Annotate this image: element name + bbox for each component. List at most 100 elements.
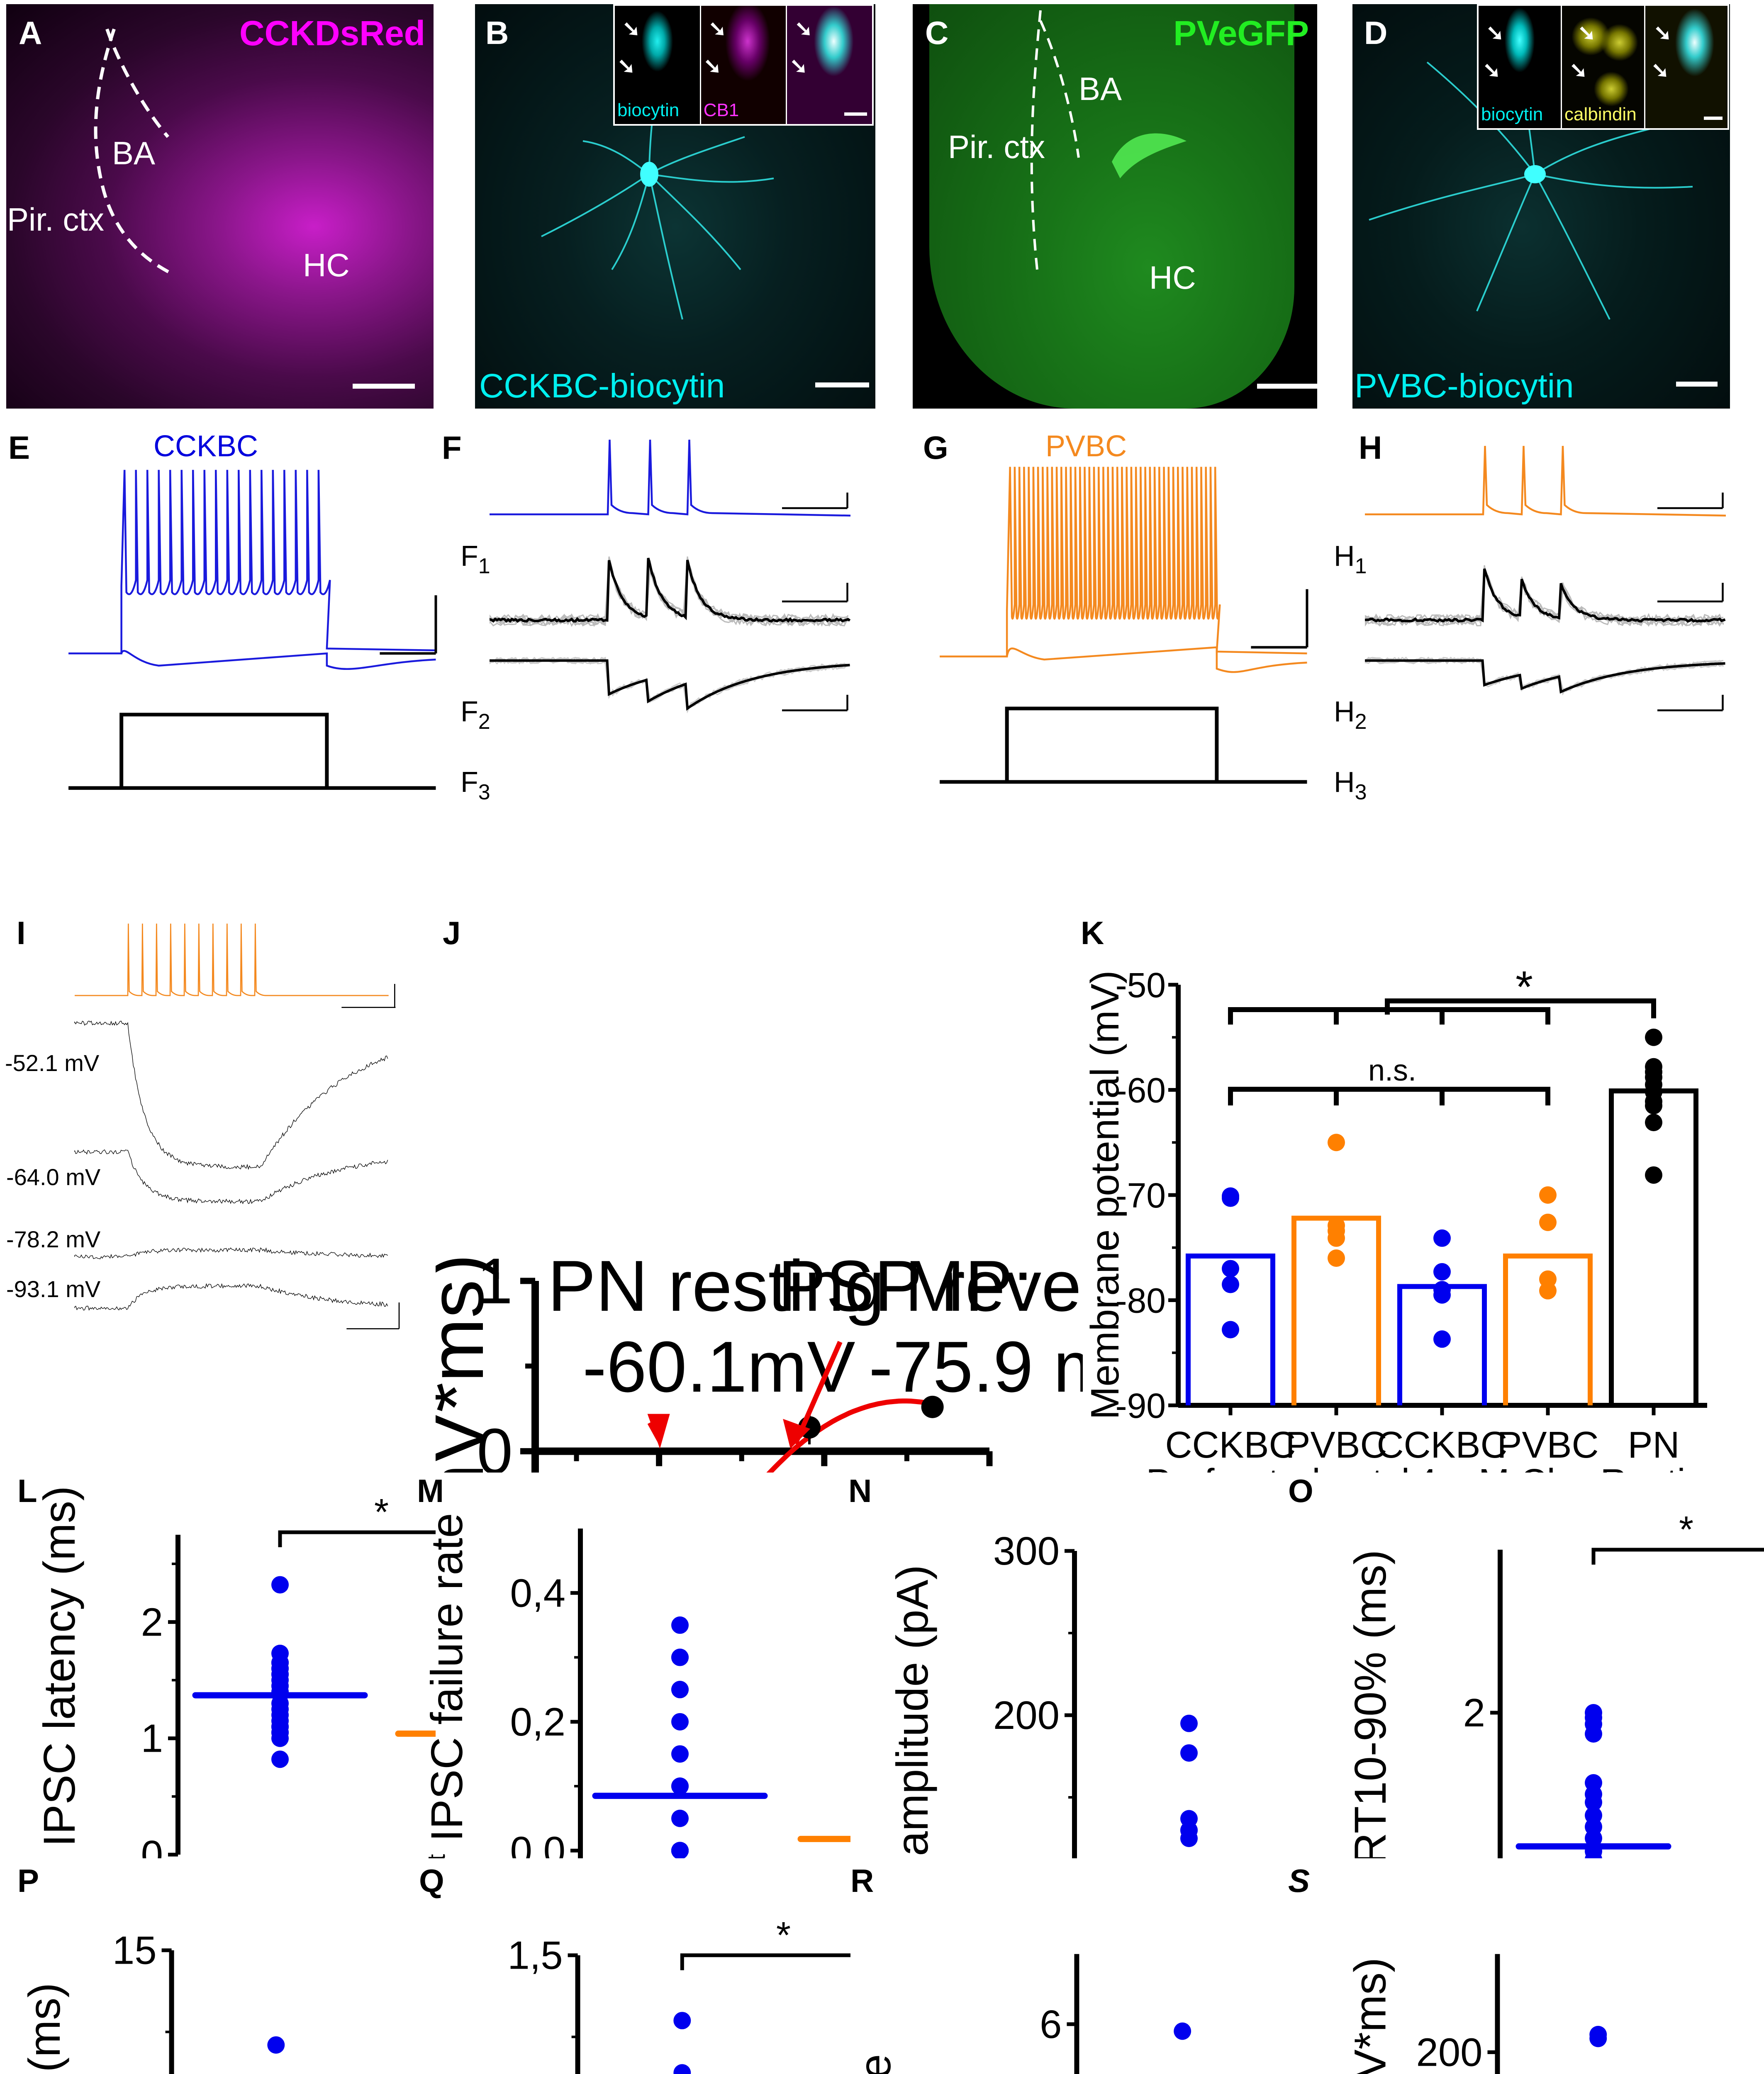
individual-sweep: [1365, 658, 1723, 691]
data-point: [1645, 1114, 1662, 1131]
current-step-protocol: [940, 708, 1307, 782]
arrow-icon: ➘: [1651, 60, 1669, 81]
trace-label-letter: H: [1334, 540, 1355, 572]
colocalization-inset: ➘ ➘ biocytin ➘ ➘ CB1 ➘ ➘: [613, 4, 874, 126]
trace-label-index: 1: [478, 554, 490, 578]
panel-label-a: A: [19, 17, 42, 49]
hyperpolarizing-trace: [1007, 648, 1307, 672]
individual-sweep: [1365, 657, 1723, 691]
individual-sweep: [1365, 565, 1723, 626]
data-point: [1222, 1321, 1239, 1338]
individual-sweep: [490, 658, 848, 708]
trace-label-letter: F: [460, 766, 478, 798]
arrow-icon: ➘: [1654, 22, 1672, 44]
data-point: [1645, 1097, 1662, 1115]
y-tick-label: 15: [112, 1928, 157, 1973]
depolarizing-trace: [68, 470, 436, 654]
scale-bar: [1251, 589, 1307, 647]
y-tick-label: 0,0: [510, 1828, 565, 1858]
bar: [1611, 1091, 1696, 1405]
region-label-ba: BA: [112, 137, 155, 169]
individual-sweep: [1365, 571, 1723, 625]
category-label: PN: [1628, 1424, 1679, 1466]
y-tick-label: 2: [1463, 1691, 1485, 1735]
region-label-pir-ctx: Pir. ctx: [7, 203, 104, 236]
panel-label-f: F: [442, 431, 462, 464]
individual-sweep: [490, 658, 848, 710]
significance-bracket: [280, 1532, 436, 1547]
individual-sweep: [1365, 657, 1723, 694]
data-point: [1645, 1029, 1662, 1046]
inset-calbindin: ➘ ➘ calbindin: [1562, 6, 1645, 128]
individual-sweep: [490, 557, 848, 626]
y-axis-label: 1st IPSC failure rate: [422, 1513, 472, 1858]
panel-label-b: B: [485, 17, 509, 49]
data-point: [671, 1713, 689, 1731]
inset-label: biocytin: [1481, 104, 1543, 125]
y-tick-label: 300: [993, 1529, 1060, 1573]
scale-bar: [1657, 695, 1723, 711]
data-point: [1645, 1166, 1662, 1184]
data-point: [671, 1810, 689, 1827]
data-point: [1433, 1229, 1451, 1247]
pvbc-firing-trace: [871, 415, 1328, 904]
trace-label-h1: H1: [1334, 541, 1367, 577]
scale-bar: [1257, 384, 1317, 389]
ipsp-integral-scatter-chart: 01002003 IPSP integral (mV*ms)CCKBCPVBC: [1286, 1858, 1764, 2074]
arrow-icon: ➘: [1486, 22, 1504, 44]
data-point: [1222, 1260, 1239, 1277]
category-label: PVBC: [1497, 1424, 1598, 1466]
data-point: [1589, 2030, 1607, 2047]
data-point: [1328, 1229, 1345, 1247]
significance-bracket: [1593, 1550, 1764, 1565]
mean-ipsc-trace: [490, 558, 850, 621]
region-label-pir-ctx: Pir. ctx: [948, 131, 1045, 163]
annotation-reversal-line2: -75.9 mV: [869, 1326, 1083, 1407]
data-point: [671, 1777, 689, 1795]
arrow-icon: ➘: [617, 56, 636, 77]
data-point: [1174, 2023, 1191, 2040]
group-label: Resting: [1600, 1462, 1727, 1473]
significance-label: *: [374, 1492, 389, 1533]
individual-sweep: [490, 657, 848, 706]
data-point: [271, 1730, 289, 1747]
arrow-icon: ➘: [1569, 60, 1588, 81]
data-point: [1222, 1276, 1239, 1293]
scale-bar: [782, 583, 848, 601]
scale-bar: [1676, 382, 1718, 387]
psp-trace-52: [75, 1021, 388, 1169]
presynaptic-spike-trace: [1365, 446, 1726, 516]
y-axis-label: Membrane potential (mV): [1083, 970, 1127, 1419]
data-point: [1433, 1286, 1451, 1304]
data-point: [1433, 1330, 1451, 1348]
region-label-ba: BA: [1079, 73, 1122, 105]
y-tick-label: 0,2: [510, 1700, 565, 1744]
group-label: 4 mM Cl⁻: [1416, 1462, 1575, 1473]
trace-label-letter: H: [1334, 695, 1355, 728]
category-label: CCKBC: [1377, 1424, 1507, 1466]
paired-pulse-scatter-chart: 0,00,51,01,5IPSC P3/P1CCKBCPVBC*: [415, 1858, 850, 2074]
inset-cb1: ➘ ➘ CB1: [701, 6, 787, 124]
panel-d-image: D ➘ ➘ biocytin ➘ ➘ calbindin ➘ ➘ PVBC-bi…: [1352, 4, 1730, 409]
arrow-icon: ➘: [709, 18, 727, 40]
data-point: [1539, 1282, 1557, 1300]
scale-bar: [380, 595, 436, 653]
fit-curve: [593, 1401, 932, 1473]
trace-label-f1: F1: [460, 541, 490, 577]
arrow-icon: ➘: [1483, 60, 1501, 81]
y-axis-label: 1st IPSC latency (ms): [34, 1486, 84, 1858]
scale-bar: [1657, 583, 1723, 601]
significance-label: *: [1679, 1509, 1693, 1551]
data-point: [1539, 1186, 1557, 1204]
y-label-text: IPSC failure rate: [422, 1513, 472, 1854]
y-axis-label: 1st IPSC decay τ (ms): [19, 1983, 69, 2074]
current-step-protocol: [68, 715, 436, 788]
data-point: [673, 2064, 691, 2074]
data-point: [1328, 1249, 1345, 1267]
arrow-head-icon: [648, 1414, 670, 1449]
inset-merge: ➘ ➘: [1645, 6, 1727, 128]
inset-label: biocytin: [617, 100, 679, 121]
y-axis-label: 1st IPSC amplitude (pA): [887, 1565, 937, 1858]
data-point: [1180, 1830, 1198, 1847]
individual-sweep: [1365, 657, 1723, 690]
